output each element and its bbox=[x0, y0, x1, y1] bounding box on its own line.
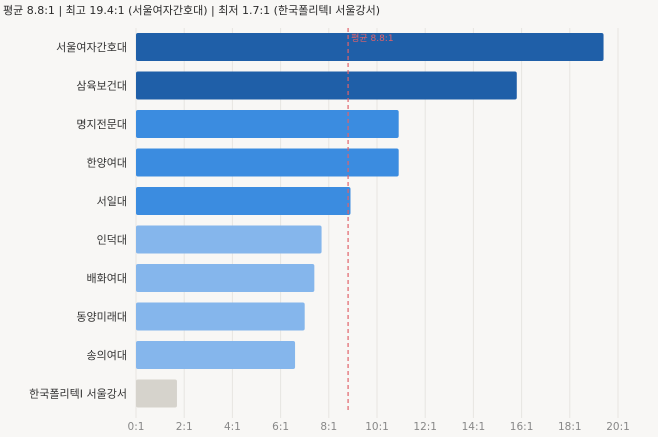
x-tick-label: 8:1 bbox=[320, 421, 337, 433]
x-tick-label: 6:1 bbox=[272, 421, 289, 433]
bar bbox=[136, 187, 351, 215]
x-tick-label: 10:1 bbox=[365, 421, 389, 433]
bar bbox=[136, 341, 296, 369]
category-label: 배화여대 bbox=[87, 272, 127, 285]
bar bbox=[136, 33, 604, 61]
average-line-label: 평균 8.8:1 bbox=[351, 33, 394, 44]
bar bbox=[136, 71, 517, 100]
x-tick-label: 4:1 bbox=[224, 421, 241, 433]
category-label: 명지전문대 bbox=[76, 118, 127, 131]
category-labels: 서울여자간호대삼육보건대명지전문대한양여대서일대인덕대배화여대동양미래대송의여대… bbox=[29, 41, 127, 401]
x-tick-label: 18:1 bbox=[558, 421, 582, 433]
category-label: 서울여자간호대 bbox=[56, 41, 127, 54]
x-tick-label: 14:1 bbox=[462, 421, 486, 433]
category-label: 한국폴리텍Ⅰ 서울강서 bbox=[29, 388, 127, 401]
category-label: 동양미래대 bbox=[76, 311, 127, 324]
category-label: 인덕대 bbox=[97, 234, 127, 247]
x-tick-label: 0:1 bbox=[128, 421, 145, 433]
bar bbox=[136, 302, 305, 331]
x-tick-label: 2:1 bbox=[176, 421, 193, 433]
category-label: 서일대 bbox=[97, 194, 127, 208]
bars bbox=[136, 33, 604, 408]
x-tick-label: 20:1 bbox=[606, 421, 630, 433]
summary-line: 평균 8.8:1 | 최고 19.4:1 (서울여자간호대) | 최저 1.7:… bbox=[3, 2, 380, 18]
bar bbox=[136, 110, 399, 138]
bar bbox=[136, 225, 322, 254]
x-tick-label: 12:1 bbox=[413, 421, 437, 433]
category-label: 한양여대 bbox=[87, 157, 127, 170]
summary-max: 최고 19.4:1 (서울여자간호대) bbox=[65, 4, 208, 17]
summary-separator: | bbox=[211, 4, 215, 17]
bar bbox=[136, 148, 399, 177]
bar bbox=[136, 379, 177, 408]
summary-separator: | bbox=[58, 4, 63, 17]
category-label: 송의여대 bbox=[87, 349, 127, 362]
average-line-group: 평균 8.8:1 bbox=[347, 28, 394, 413]
x-tick-label: 16:1 bbox=[510, 421, 534, 433]
bar bbox=[136, 264, 315, 292]
summary-average: 평균 8.8:1 bbox=[3, 4, 55, 17]
summary-min: 최저 1.7:1 (한국폴리텍Ⅰ 서울강서) bbox=[218, 4, 381, 17]
category-label: 삼육보건대 bbox=[76, 80, 127, 93]
x-axis-ticks: 0:1 2:1 4:1 6:1 8:1 10:1 12:1 14:1 16:1 18:1 20:1 bbox=[128, 421, 630, 433]
